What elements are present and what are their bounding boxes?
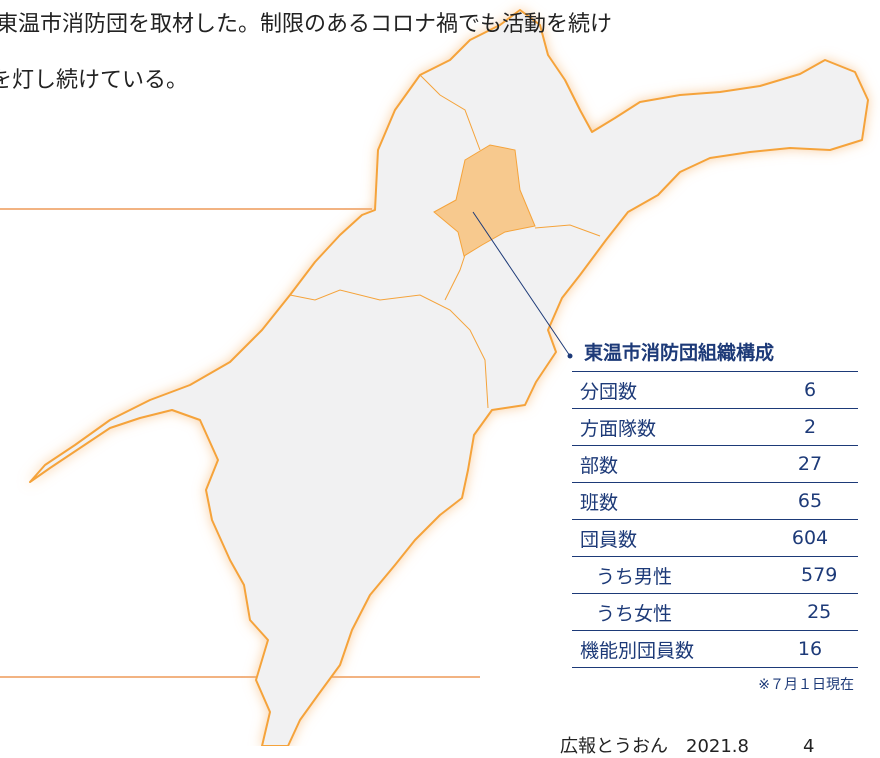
row-value: 16 [797,638,823,660]
row-label: 団員数 [580,528,638,551]
row-label: うち男性 [596,565,673,588]
toon-city [433,144,536,257]
lead-text: を灯し続けている。 [0,68,189,93]
table-row: うち女性 25 [572,594,858,631]
row-value: 604 [791,527,829,549]
row-label: 部数 [580,454,619,477]
table-row: 機能別団員数 16 [572,631,858,668]
org-table: 東温市消防団組織構成 分団数 6 方面隊数 2 部数 27 班数 65 団員数 604 うち男性 57… [572,338,858,694]
row-label: 機能別団員数 [580,639,695,662]
border [289,289,489,409]
border [419,74,481,151]
row-value: 579 [801,564,838,586]
row-label: 方面隊数 [580,417,657,440]
table-title: 東温市消防団組織構成 [572,338,858,372]
table-row: 方面隊数 2 [572,409,858,446]
row-value: 25 [807,601,832,623]
table-row: 分団数 6 [572,372,858,409]
table-row: 部数 27 [572,446,858,483]
row-value: 65 [797,490,823,512]
table-body: 分団数 6 方面隊数 2 部数 27 班数 65 団員数 604 うち男性 579 うち女性 25 機能別団… [572,372,858,668]
table-row: うち男性 579 [572,557,858,594]
row-value: 2 [803,416,817,438]
row-value: 6 [803,379,817,401]
leader-line [472,211,571,357]
border [534,224,601,237]
row-value: 27 [797,453,823,475]
prefecture-map [29,9,869,746]
border [444,254,466,301]
row-label: 班数 [580,491,619,514]
footer: 広報とうおん 2021.8 4 [560,736,815,757]
table-row: 団員数 604 [572,520,858,557]
row-label: 分団数 [580,380,638,403]
table-note: ※７月１日現在 [758,677,854,693]
row-label: うち女性 [596,602,673,625]
leader-dot [567,353,573,359]
municipal-borders [289,74,601,409]
table-row: 班数 65 [572,483,858,520]
lead-text: 東温市消防団を取材した。制限のあるコロナ禍でも活動を続け [0,12,613,37]
